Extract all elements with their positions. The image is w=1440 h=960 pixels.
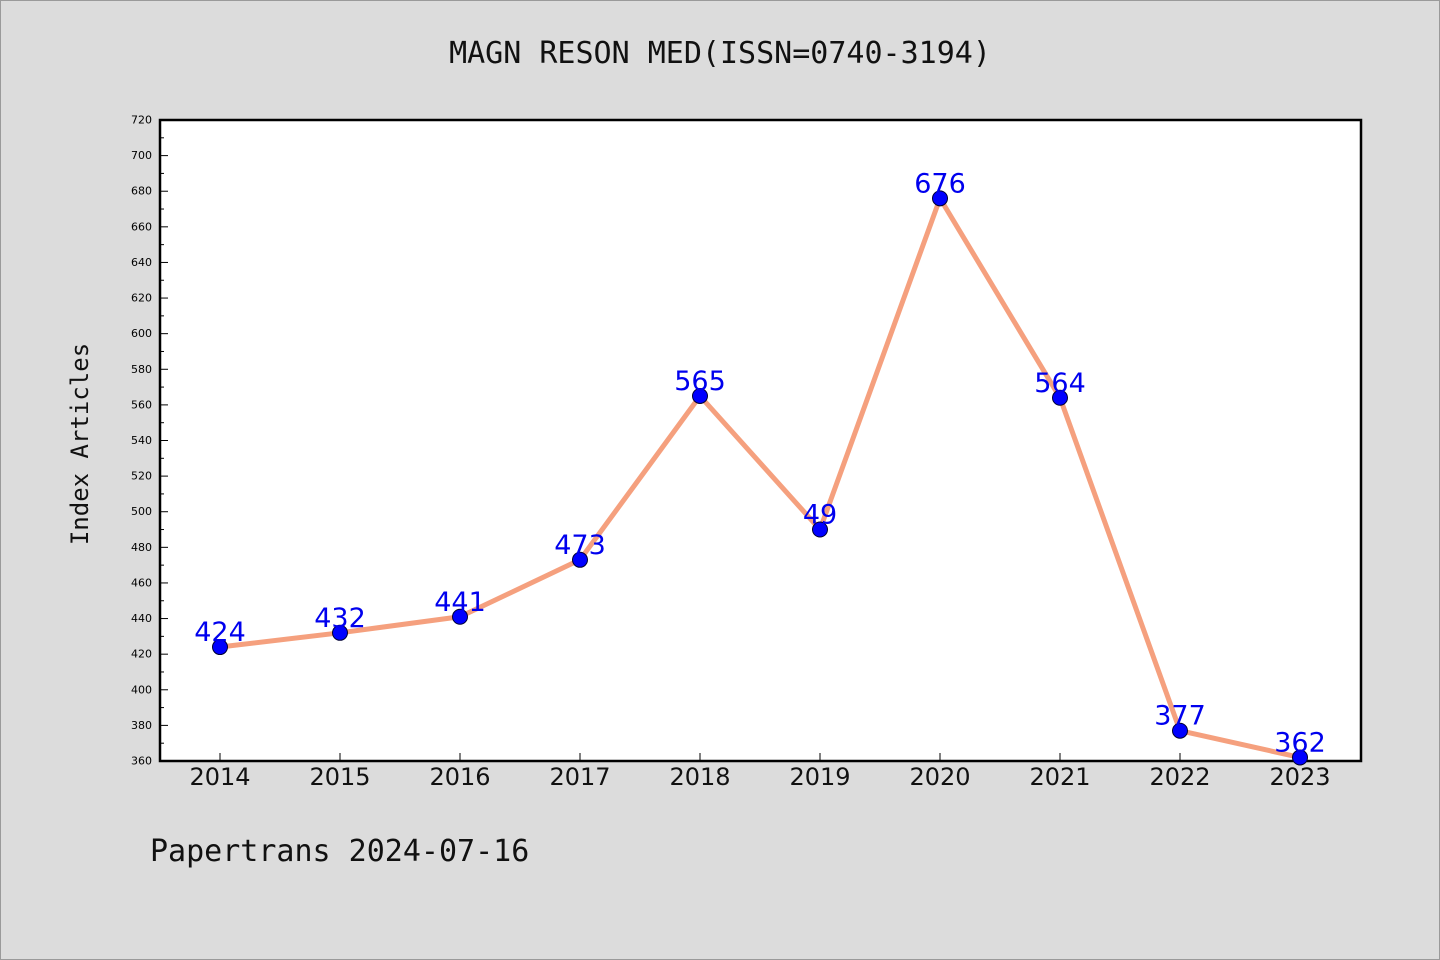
y-tick-label: 580 — [131, 363, 152, 376]
data-label-2020: 676 — [914, 168, 966, 199]
y-tick-label: 560 — [131, 398, 152, 411]
y-tick-label: 680 — [131, 185, 152, 198]
data-point-2014 — [212, 639, 228, 656]
data-label-2015: 432 — [314, 603, 366, 634]
data-point-2022 — [1172, 722, 1188, 739]
x-tick-label: 2020 — [909, 763, 970, 791]
y-tick-label: 660 — [131, 220, 152, 233]
data-label-2017: 473 — [554, 530, 606, 561]
y-tick-label: 380 — [131, 719, 152, 732]
y-tick-label: 720 — [131, 114, 152, 127]
y-tick-label: 480 — [131, 541, 152, 554]
x-tick-label: 2016 — [429, 763, 490, 791]
y-tick-label: 540 — [131, 434, 152, 447]
x-tick-label: 2017 — [549, 763, 610, 791]
data-label-2016: 441 — [434, 587, 486, 618]
y-tick-label: 500 — [131, 505, 152, 518]
data-label-2022: 377 — [1154, 701, 1206, 732]
y-tick-label: 400 — [131, 683, 152, 696]
chart-title: MAGN RESON MED(ISSN=0740-3194) — [449, 36, 991, 71]
x-tick-label: 2023 — [1269, 763, 1330, 791]
data-point-2019 — [812, 521, 828, 538]
y-tick-label: 360 — [131, 755, 152, 768]
data-point-2023 — [1292, 749, 1308, 766]
x-tick-label: 2021 — [1029, 763, 1090, 791]
y-tick-label: 700 — [131, 149, 152, 162]
data-label-2019: 49 — [803, 500, 837, 531]
y-tick-label: 420 — [131, 648, 152, 661]
footer-note: Papertrans 2024-07-16 — [150, 834, 530, 869]
data-point-2017 — [572, 551, 588, 568]
data-point-2015 — [332, 624, 348, 641]
data-point-2016 — [452, 608, 468, 625]
y-tick-label: 460 — [131, 576, 152, 589]
data-point-2021 — [1052, 389, 1068, 406]
data-label-2018: 565 — [674, 366, 726, 397]
x-tick-label: 2018 — [669, 763, 730, 791]
x-tick-label: 2022 — [1149, 763, 1210, 791]
y-tick-label: 520 — [131, 470, 152, 483]
data-label-2021: 564 — [1034, 368, 1086, 399]
data-point-2018 — [692, 387, 708, 404]
data-point-2020 — [932, 190, 948, 207]
data-label-2023: 362 — [1274, 727, 1326, 758]
x-tick-label: 2019 — [789, 763, 850, 791]
x-tick-label: 2015 — [309, 763, 370, 791]
y-tick-label: 440 — [131, 612, 152, 625]
y-tick-label: 640 — [131, 256, 152, 269]
series-line — [217, 195, 1303, 760]
x-tick-label: 2014 — [189, 763, 250, 791]
y-tick-label: 600 — [131, 327, 152, 340]
y-tick-label: 620 — [131, 292, 152, 305]
plot-area — [158, 118, 1363, 763]
data-label-2014: 424 — [194, 617, 246, 648]
